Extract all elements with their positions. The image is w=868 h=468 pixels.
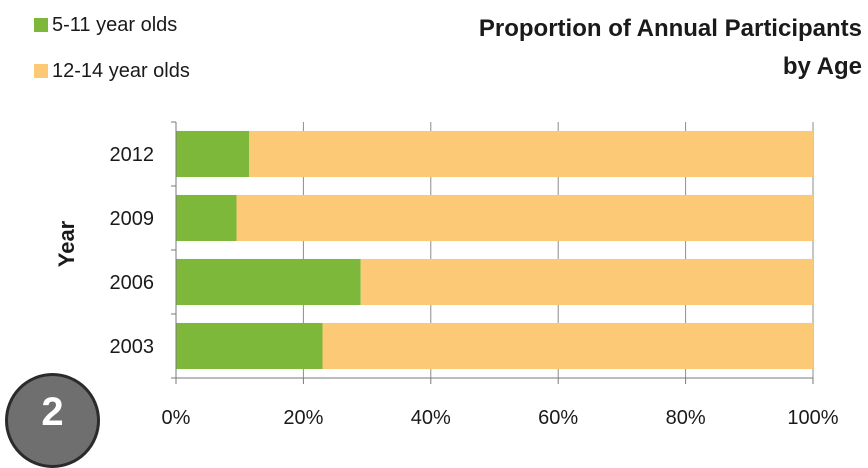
x-tick-label: 80% — [666, 407, 706, 429]
chart-title-line-1: Proportion of Annual Participants — [478, 15, 862, 42]
bar-2003-series-1 — [322, 322, 813, 370]
y-tick-label-2012: 2012 — [110, 144, 155, 166]
legend-swatch-12-14 — [34, 64, 48, 78]
x-tick-label: 60% — [538, 407, 578, 429]
chart-title: Proportion of Annual Participants by Age — [479, 10, 862, 86]
legend: 5-11 year olds 12-14 year olds — [34, 10, 190, 102]
bar-2006-series-1 — [360, 258, 813, 306]
y-axis-label: Year — [54, 220, 79, 267]
bar-2009-series-0 — [176, 194, 237, 242]
legend-item-5-11: 5-11 year olds — [34, 10, 190, 40]
x-tick-label: 20% — [283, 407, 323, 429]
page-number-badge: 2 — [5, 373, 100, 468]
bar-2012-series-1 — [249, 130, 813, 178]
bar-2009-series-1 — [236, 194, 813, 242]
y-tick-label-2003: 2003 — [110, 336, 155, 358]
legend-label-12-14: 12-14 year olds — [52, 59, 190, 82]
x-tick-label: 100% — [787, 407, 838, 429]
bar-2006-series-0 — [176, 258, 361, 306]
y-tick-label-2009: 2009 — [110, 208, 155, 230]
legend-item-12-14: 12-14 year olds — [34, 56, 190, 86]
y-tick-label-2006: 2006 — [110, 272, 155, 294]
legend-label-5-11: 5-11 year olds — [52, 13, 178, 36]
chart-title-line-2: by Age — [782, 53, 862, 80]
x-tick-label: 0% — [162, 407, 191, 429]
legend-swatch-5-11 — [34, 18, 48, 32]
bar-2012-series-0 — [176, 130, 250, 178]
bar-2003-series-0 — [176, 322, 323, 370]
x-tick-label: 40% — [411, 407, 451, 429]
